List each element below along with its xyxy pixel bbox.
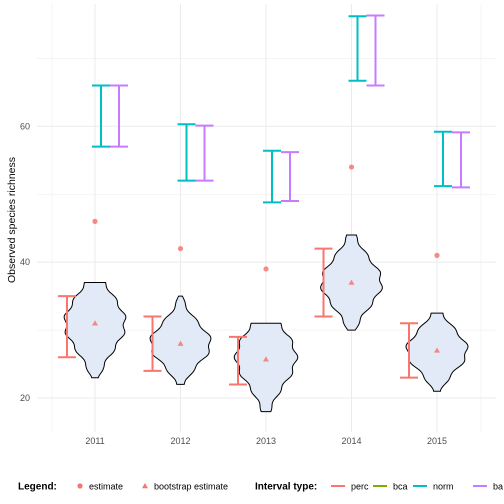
- legend-label-bca: bca: [393, 482, 408, 492]
- legend-label: bootstrap estimate: [154, 482, 228, 492]
- bootstrap-point-2013: [263, 356, 269, 362]
- ba-interval-2014: [366, 14, 385, 87]
- y-tick-label: 40: [20, 257, 30, 267]
- norm-interval-2012: [177, 123, 196, 182]
- legend-title: Legend:: [18, 482, 57, 493]
- legend-label: estimate: [89, 482, 123, 492]
- norm-interval-2014: [348, 15, 367, 82]
- ba-interval-2013: [281, 151, 299, 203]
- ba-interval-2012: [195, 124, 214, 182]
- y-axis: 20 40 60: [20, 121, 30, 403]
- estimate-point-2014: [348, 164, 355, 170]
- ba-interval-2015: [452, 131, 470, 189]
- bootstrap-point-2011: [92, 320, 98, 326]
- bootstrap-point-2012: [177, 340, 184, 346]
- x-axis: 2011 2012 2013 2014 2015: [85, 436, 447, 446]
- violin-2011: [63, 282, 127, 379]
- x-tick-label: 2012: [170, 436, 190, 446]
- norm-interval-2015: [434, 130, 452, 188]
- perc-interval-2015: [400, 322, 418, 379]
- estimate-point-2015: [434, 252, 440, 258]
- legend-circle-icon: [77, 483, 83, 489]
- estimate-point-2011: [92, 218, 98, 224]
- y-tick-label: 20: [20, 393, 30, 403]
- violin-2012: [149, 295, 212, 385]
- violins: [63, 234, 469, 413]
- ba-interval-2011: [110, 84, 128, 148]
- perc-interval-2014: [314, 247, 333, 318]
- y-axis-title: Observed species richness: [6, 157, 18, 283]
- legend-triangle-icon: [142, 483, 148, 489]
- perc-interval-2011: [58, 295, 76, 359]
- legend-label-norm: norm: [433, 482, 454, 492]
- bootstrap-point-2014: [348, 279, 355, 285]
- x-tick-label: 2015: [427, 436, 447, 446]
- interval-bars: [58, 14, 470, 386]
- norm-interval-2011: [92, 84, 110, 148]
- estimate-point-2012: [177, 245, 184, 252]
- interval-legend-title: Interval type:: [255, 482, 317, 493]
- legend-label-ba: ba: [493, 482, 503, 492]
- grid: [37, 4, 496, 432]
- violin-2013: [233, 322, 299, 413]
- norm-interval-2013: [263, 149, 281, 204]
- perc-interval-2012: [143, 315, 162, 372]
- x-tick-label: 2011: [85, 436, 104, 446]
- x-tick-label: 2014: [341, 436, 361, 446]
- perc-interval-2013: [229, 335, 247, 386]
- y-tick-label: 60: [20, 121, 30, 131]
- legend: Legend: estimate bootstrap estimate Interva…: [18, 482, 503, 493]
- bootstrap-point-2015: [434, 347, 440, 353]
- estimate-point-2013: [263, 266, 269, 272]
- legend-label-perc: perc: [351, 482, 369, 492]
- x-tick-label: 2013: [256, 436, 276, 446]
- estimate-points: [92, 164, 440, 362]
